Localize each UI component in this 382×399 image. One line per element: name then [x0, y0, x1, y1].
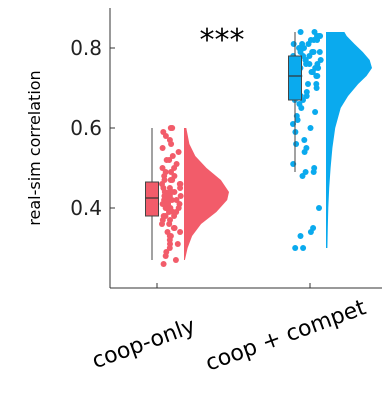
data-point — [312, 109, 319, 115]
data-point — [169, 153, 176, 159]
data-point — [162, 253, 169, 259]
y-tick-label: 0.8 — [70, 36, 102, 60]
data-point — [159, 145, 166, 151]
data-point — [307, 125, 314, 131]
density-half-violin — [326, 32, 372, 248]
data-point — [292, 245, 299, 251]
y-axis-title: real-sim correlation — [25, 70, 44, 225]
data-point — [303, 61, 310, 67]
data-point — [305, 81, 311, 87]
data-point — [162, 133, 169, 139]
category-label-coop-only: coop-only — [89, 314, 199, 374]
data-point — [313, 73, 320, 79]
data-point — [301, 149, 308, 155]
y-tick-label: 0.6 — [70, 116, 102, 140]
series-1 — [288, 29, 372, 251]
data-point — [169, 125, 176, 131]
data-point — [297, 233, 304, 239]
data-point — [166, 221, 173, 227]
box-iqr — [288, 55, 302, 101]
data-point — [177, 185, 184, 191]
axes — [109, 8, 382, 289]
data-point — [317, 57, 324, 63]
data-point — [315, 65, 322, 71]
density-half-violin — [184, 128, 229, 260]
data-point — [308, 69, 315, 75]
data-point — [313, 85, 320, 91]
data-point — [177, 193, 184, 199]
data-point — [163, 157, 170, 163]
box-iqr — [145, 181, 159, 217]
data-point — [294, 117, 301, 123]
category-label-coop-compet: coop + compet — [202, 295, 369, 376]
data-point — [297, 29, 304, 35]
data-point — [305, 41, 312, 47]
data-point — [306, 53, 313, 59]
plot-area — [145, 29, 372, 267]
data-point — [162, 205, 169, 211]
y-ticks: 0.4 0.6 0.8 — [70, 36, 311, 288]
data-point — [301, 137, 308, 143]
data-point — [299, 173, 306, 179]
data-point — [167, 177, 174, 183]
data-point — [298, 105, 305, 111]
data-point — [171, 213, 178, 219]
data-point — [159, 221, 165, 227]
significance-label: *** — [200, 23, 245, 58]
data-point — [170, 225, 177, 231]
data-point — [159, 165, 166, 171]
data-point — [175, 149, 182, 155]
data-point — [168, 197, 175, 203]
data-point — [303, 93, 310, 99]
data-point — [300, 245, 307, 251]
data-point — [166, 209, 172, 215]
data-point — [172, 257, 179, 263]
data-point — [290, 41, 297, 47]
data-point — [174, 241, 181, 247]
data-point — [166, 245, 173, 251]
data-point — [168, 141, 175, 147]
series-0 — [145, 125, 229, 267]
data-point — [316, 205, 322, 211]
data-point — [316, 49, 323, 55]
data-point — [293, 141, 300, 147]
data-point — [301, 45, 307, 51]
data-point — [310, 49, 317, 55]
y-tick-label: 0.4 — [70, 196, 102, 220]
data-point — [177, 229, 184, 235]
data-point — [171, 189, 178, 195]
data-point — [310, 169, 317, 175]
data-point — [160, 261, 167, 267]
data-point — [307, 229, 314, 235]
data-point — [168, 169, 174, 175]
